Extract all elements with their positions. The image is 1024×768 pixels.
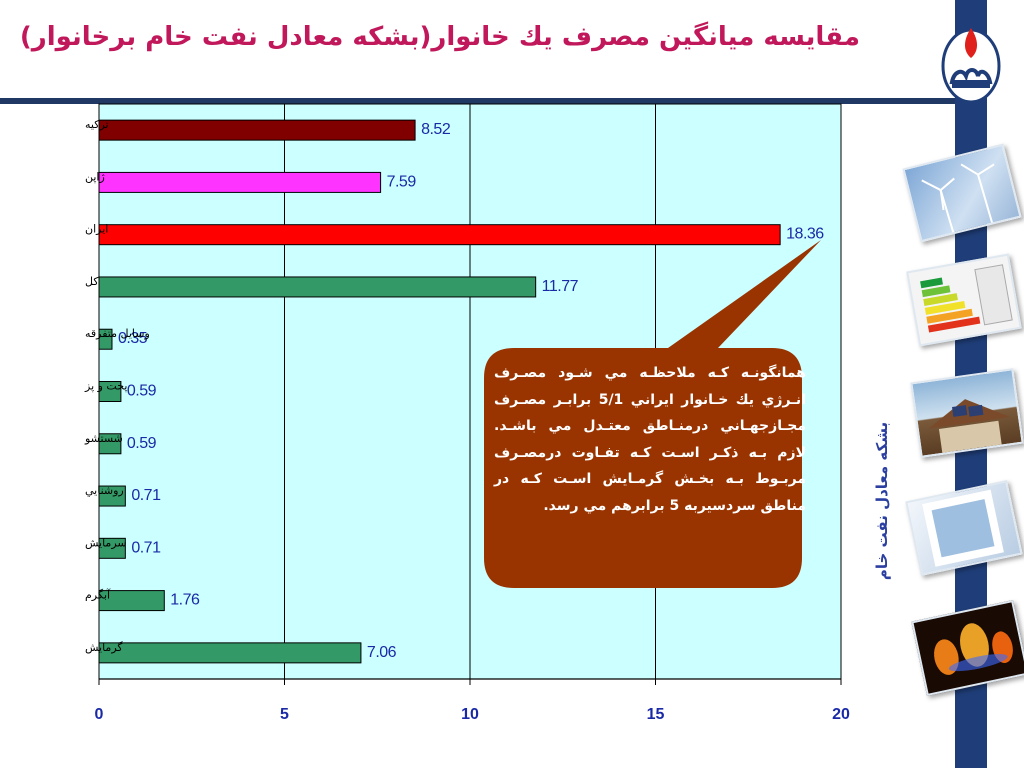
bar-value-label: 0.71 (131, 487, 161, 504)
x-tick-label: 5 (280, 706, 289, 723)
category-label: وسايل متفرقه (85, 327, 150, 340)
category-label: ايران (85, 223, 108, 236)
callout-text: همانگونـه كـه ملاحظـه مي شـود مصـرف انـر… (494, 365, 806, 514)
bar-value-label: 7.06 (367, 644, 397, 661)
bar-value-label: 0.59 (127, 383, 157, 400)
slide-title: مقايسه ميانگين مصرف يك خانوار(بشكه معادل… (19, 22, 860, 52)
energy-label-image (906, 253, 1022, 347)
bar-value-label: 11.77 (542, 278, 579, 295)
bar-value-label: 1.76 (170, 592, 200, 609)
bar-value-label: 0.59 (127, 435, 157, 452)
bar (98, 590, 165, 612)
category-label: شستشو (84, 432, 123, 445)
bar (98, 537, 126, 559)
bar-value-label: 7.59 (387, 173, 417, 190)
category-label: تركيه (85, 118, 109, 131)
bar (98, 642, 362, 664)
category-label: پخت و پز (84, 380, 127, 393)
x-tick-label: 15 (647, 706, 665, 723)
bar (98, 119, 416, 141)
category-label: روشنايي (85, 484, 124, 497)
company-logo-icon (941, 28, 1001, 104)
bar-value-label: 0.35 (118, 330, 148, 347)
gas-flame-image (911, 600, 1024, 696)
callout-bubble (484, 240, 821, 588)
x-tick-label: 20 (832, 706, 850, 723)
solar-roof-image (910, 368, 1024, 458)
bar (98, 485, 126, 507)
window-frame-image (905, 480, 1023, 576)
bar (98, 224, 781, 246)
bar (98, 381, 122, 402)
bar (98, 433, 122, 455)
title-divider (0, 98, 955, 104)
bar (98, 328, 113, 350)
category-label: سرمايش (85, 536, 127, 549)
wind-turbines-image (902, 143, 1022, 243)
category-label: گرمايش (85, 641, 123, 654)
category-label: ژاپن (85, 170, 105, 183)
bar (98, 171, 382, 193)
category-label: آبگرم (85, 588, 111, 602)
bar-value-label: 18.36 (786, 226, 824, 243)
x-tick-label: 10 (461, 706, 479, 723)
x-tick-label: 0 (95, 706, 104, 723)
bar-value-label: 8.52 (421, 121, 451, 138)
bar-value-label: 0.71 (131, 539, 161, 556)
bar (98, 276, 537, 298)
category-label: كل (85, 275, 99, 288)
